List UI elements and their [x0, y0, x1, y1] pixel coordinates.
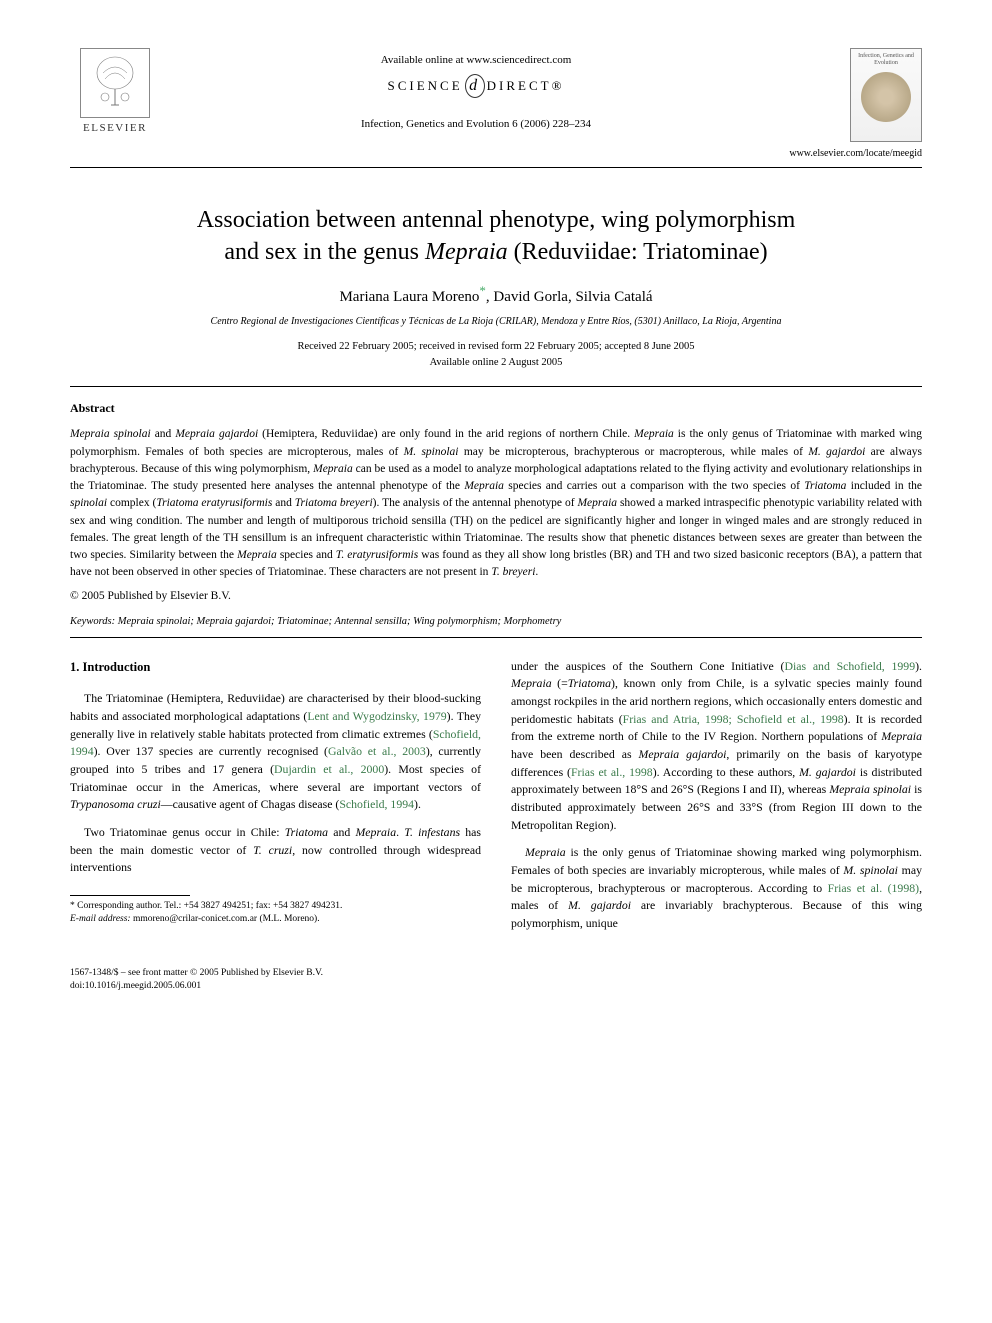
- title-line2-post: (Reduviidae: Triatominae): [508, 239, 768, 265]
- issn-line: 1567-1348/$ – see front matter © 2005 Pu…: [70, 967, 922, 980]
- elsevier-tree-icon: [80, 48, 150, 118]
- sd-d-icon: d: [465, 74, 485, 98]
- keywords-label: Keywords:: [70, 616, 115, 627]
- dates-line1: Received 22 February 2005; received in r…: [297, 341, 694, 352]
- journal-cover-title: Infection, Genetics and Evolution: [855, 53, 917, 66]
- journal-cover-image: [861, 72, 911, 122]
- locate-url: www.elsevier.com/locate/meegid: [789, 148, 922, 159]
- footnote-email-label: E-mail address:: [70, 914, 131, 924]
- bottom-meta: 1567-1348/$ – see front matter © 2005 Pu…: [70, 967, 922, 994]
- header-divider: [70, 167, 922, 168]
- dates-line2: Available online 2 August 2005: [430, 357, 563, 368]
- journal-reference: Infection, Genetics and Evolution 6 (200…: [160, 118, 792, 130]
- author-1: Mariana Laura Moreno: [339, 289, 479, 305]
- article-title: Association between antennal phenotype, …: [70, 204, 922, 269]
- center-header: Available online at www.sciencedirect.co…: [160, 48, 792, 130]
- abstract-heading: Abstract: [70, 401, 922, 416]
- intro-p2: Two Triatominae genus occur in Chile: Tr…: [70, 824, 481, 877]
- publisher-logo-block: ELSEVIER: [70, 48, 160, 134]
- abstract-copyright: © 2005 Published by Elsevier B.V.: [70, 590, 922, 602]
- body-columns: 1. Introduction The Triatominae (Hemipte…: [70, 658, 922, 943]
- journal-cover-icon: Infection, Genetics and Evolution: [850, 48, 922, 142]
- footnote-rule: [70, 895, 190, 896]
- footnote-block: * Corresponding author. Tel.: +54 3827 4…: [70, 900, 481, 927]
- footnote-email-line: E-mail address: mmoreno@crilar-conicet.c…: [70, 913, 481, 926]
- abstract-body: Mepraia spinolai and Mepraia gajardoi (H…: [70, 426, 922, 581]
- affiliation: Centro Regional de Investigaciones Cient…: [70, 316, 922, 327]
- intro-p4: Mepraia is the only genus of Triatominae…: [511, 844, 922, 932]
- footnote-email: mmoreno@crilar-conicet.com.ar (M.L. More…: [131, 914, 320, 924]
- keywords-text: Mepraia spinolai; Mepraia gajardoi; Tria…: [115, 616, 561, 627]
- sd-pre: SCIENCE: [388, 78, 463, 94]
- sciencedirect-logo: SCIENCE d DIRECT®: [388, 74, 565, 98]
- column-left: 1. Introduction The Triatominae (Hemipte…: [70, 658, 481, 943]
- column-right: under the auspices of the Southern Cone …: [511, 658, 922, 943]
- available-online-text: Available online at www.sciencedirect.co…: [160, 54, 792, 66]
- journal-cover-block: Infection, Genetics and Evolution www.el…: [792, 48, 922, 159]
- publisher-label: ELSEVIER: [83, 122, 147, 134]
- footnote-corresponding: * Corresponding author. Tel.: +54 3827 4…: [70, 900, 481, 913]
- intro-p3: under the auspices of the Southern Cone …: [511, 658, 922, 835]
- title-line1: Association between antennal phenotype, …: [197, 207, 796, 233]
- sd-post: DIRECT®: [487, 78, 565, 94]
- abstract-top-divider: [70, 386, 922, 387]
- authors-rest: , David Gorla, Silvia Catalá: [486, 289, 653, 305]
- title-line2-pre: and sex in the genus: [224, 239, 425, 265]
- keywords-line: Keywords: Mepraia spinolai; Mepraia gaja…: [70, 616, 922, 627]
- authors-line: Mariana Laura Moreno*, David Gorla, Silv…: [70, 283, 922, 306]
- page-header: ELSEVIER Available online at www.science…: [70, 48, 922, 159]
- abstract-bottom-divider: [70, 637, 922, 638]
- intro-heading: 1. Introduction: [70, 658, 481, 677]
- title-genus: Mepraia: [425, 239, 508, 265]
- article-dates: Received 22 February 2005; received in r…: [70, 339, 922, 371]
- doi-line: doi:10.1016/j.meegid.2005.06.001: [70, 980, 922, 993]
- intro-p1: The Triatominae (Hemiptera, Reduviidae) …: [70, 690, 481, 814]
